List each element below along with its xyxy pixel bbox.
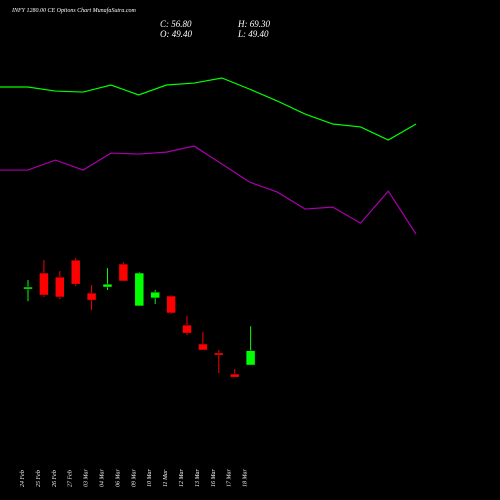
x-tick-label: 26 Feb [52, 470, 58, 487]
candle-body [102, 283, 113, 288]
candle-body [229, 373, 240, 378]
x-tick-label: 24 Feb [19, 470, 26, 487]
candle-body [55, 276, 65, 298]
line-series [0, 145, 417, 235]
candle-body [134, 272, 145, 307]
candle-body [150, 291, 160, 299]
x-tick-label: 17 Mar [227, 469, 233, 487]
x-tick-label: 11 Mar [163, 469, 169, 487]
x-tick-label: 18 Mar [243, 469, 249, 487]
candle-body [118, 263, 129, 282]
candle-body [214, 352, 224, 356]
x-tick-label: 12 Mar [179, 469, 185, 487]
candle-body [198, 343, 208, 351]
x-tick-label: 27 Feb [68, 470, 74, 487]
ohlc-label: O: 49.40 [160, 29, 192, 39]
ohlc-label: L: 49.40 [237, 29, 269, 39]
x-tick-label: 25 Feb [36, 470, 42, 487]
x-tick-label: 13 Mar [195, 469, 201, 487]
x-tick-label: 09 Mar [131, 469, 137, 487]
candle-body [86, 292, 97, 301]
line-series [0, 77, 417, 141]
x-tick-label: 06 Mar [115, 469, 121, 487]
candle-body [39, 272, 49, 296]
chart-title: INFY 1280.00 CE Options Chart MunafaSutr… [11, 7, 137, 14]
x-tick-label: 04 Mar [99, 469, 106, 487]
ohlc-label: H: 69.30 [237, 19, 270, 29]
ohlc-label: C: 56.80 [160, 19, 192, 29]
x-tick-label: 10 Mar [147, 469, 153, 487]
candle-body [182, 324, 192, 334]
candle-body [166, 295, 176, 314]
x-tick-label: 16 Mar [211, 469, 217, 487]
candle-body [245, 350, 256, 366]
candle-body [70, 259, 81, 285]
candle-body [23, 286, 33, 290]
x-tick-label: 03 Mar [84, 469, 90, 487]
